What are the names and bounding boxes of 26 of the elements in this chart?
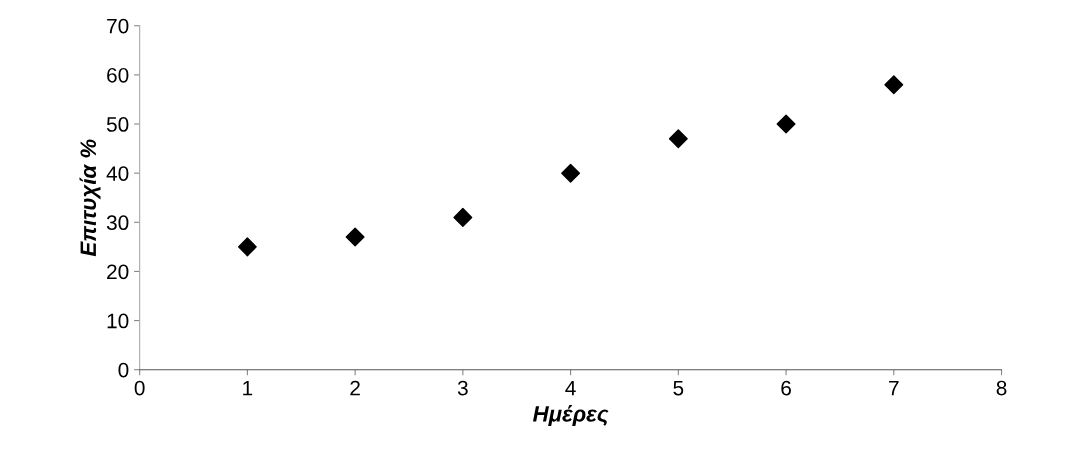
y-tick-label: 30 (106, 215, 129, 231)
point (453, 207, 473, 227)
x-tick-label: 1 (243, 380, 253, 396)
x-tick-label: 2 (350, 380, 360, 396)
x-tick-label: 4 (565, 380, 576, 396)
y-axis-title: Επιτυχία % (79, 139, 101, 257)
y-tick-label: 40 (106, 166, 129, 181)
y-tick-label: 50 (106, 117, 129, 132)
x-tick-label: 5 (673, 380, 684, 396)
point (776, 114, 796, 134)
point (345, 227, 365, 247)
x-tick-label: 3 (457, 380, 468, 396)
x-tick-label: 0 (134, 380, 145, 396)
x-tick-label: 6 (781, 380, 791, 396)
y-tick-label: 10 (107, 313, 129, 329)
x-axis-title: Ημέρες (532, 405, 609, 427)
y-tick-label: 70 (107, 18, 129, 34)
point (561, 163, 581, 183)
x-tick-label: 7 (889, 380, 899, 396)
y-tick-label: 60 (107, 67, 129, 83)
x-tick-label: 8 (996, 380, 1007, 396)
y-tick-label: 20 (107, 264, 129, 280)
point (884, 75, 904, 95)
point (668, 129, 688, 149)
point (237, 237, 257, 257)
y-tick-label: 0 (118, 362, 129, 378)
